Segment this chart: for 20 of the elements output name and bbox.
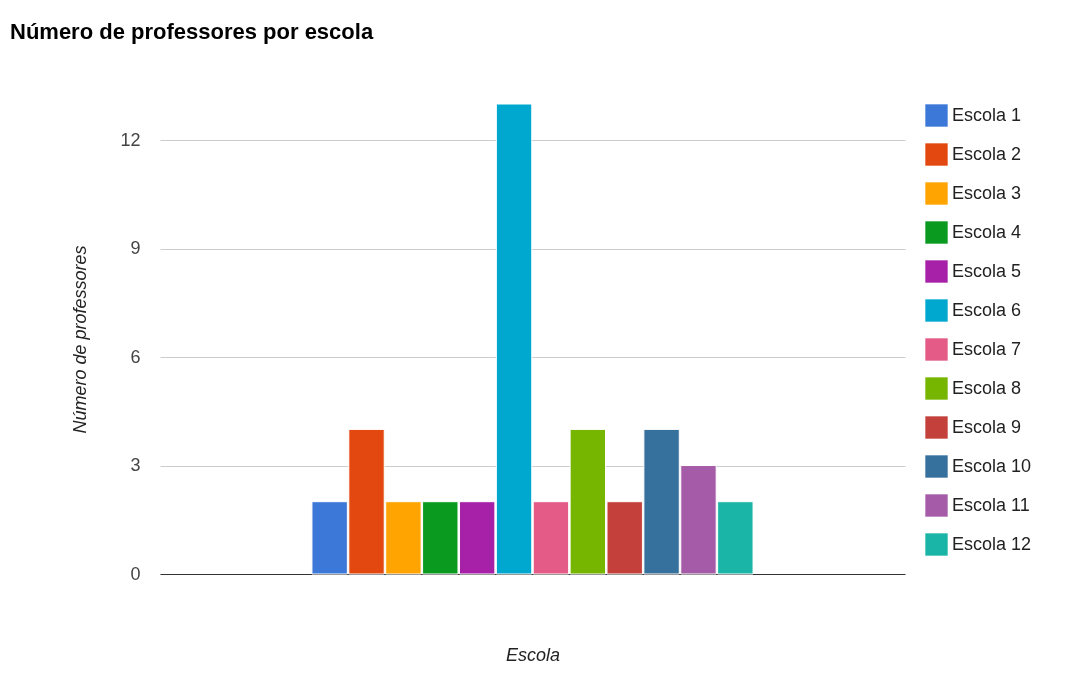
legend-label: Escola 12 — [952, 533, 1032, 554]
legend-label: Escola 7 — [952, 338, 1022, 359]
legend-label: Escola 3 — [952, 182, 1022, 203]
legend-label: Escola 6 — [952, 299, 1022, 320]
y-tick-label: 3 — [130, 455, 141, 476]
legend-label: Escola 8 — [952, 377, 1022, 398]
x-axis-title: Escola — [505, 644, 561, 665]
legend-label: Escola 2 — [952, 143, 1022, 164]
legend-label: Escola 9 — [952, 416, 1022, 437]
legend-label: Escola 10 — [952, 455, 1032, 476]
legend-label: Escola 11 — [952, 494, 1030, 515]
y-tick-label: 9 — [130, 238, 141, 259]
y-tick-label: 6 — [130, 346, 141, 367]
legend-label: Escola 4 — [952, 221, 1022, 242]
y-tick-label: 0 — [130, 563, 141, 584]
y-axis-title: Número de professores — [70, 245, 91, 434]
chart-title: Número de professores por escola — [10, 18, 374, 44]
y-tick-label: 12 — [120, 129, 141, 150]
legend-label: Escola 5 — [952, 260, 1022, 281]
legend-label: Escola 1 — [952, 104, 1022, 125]
